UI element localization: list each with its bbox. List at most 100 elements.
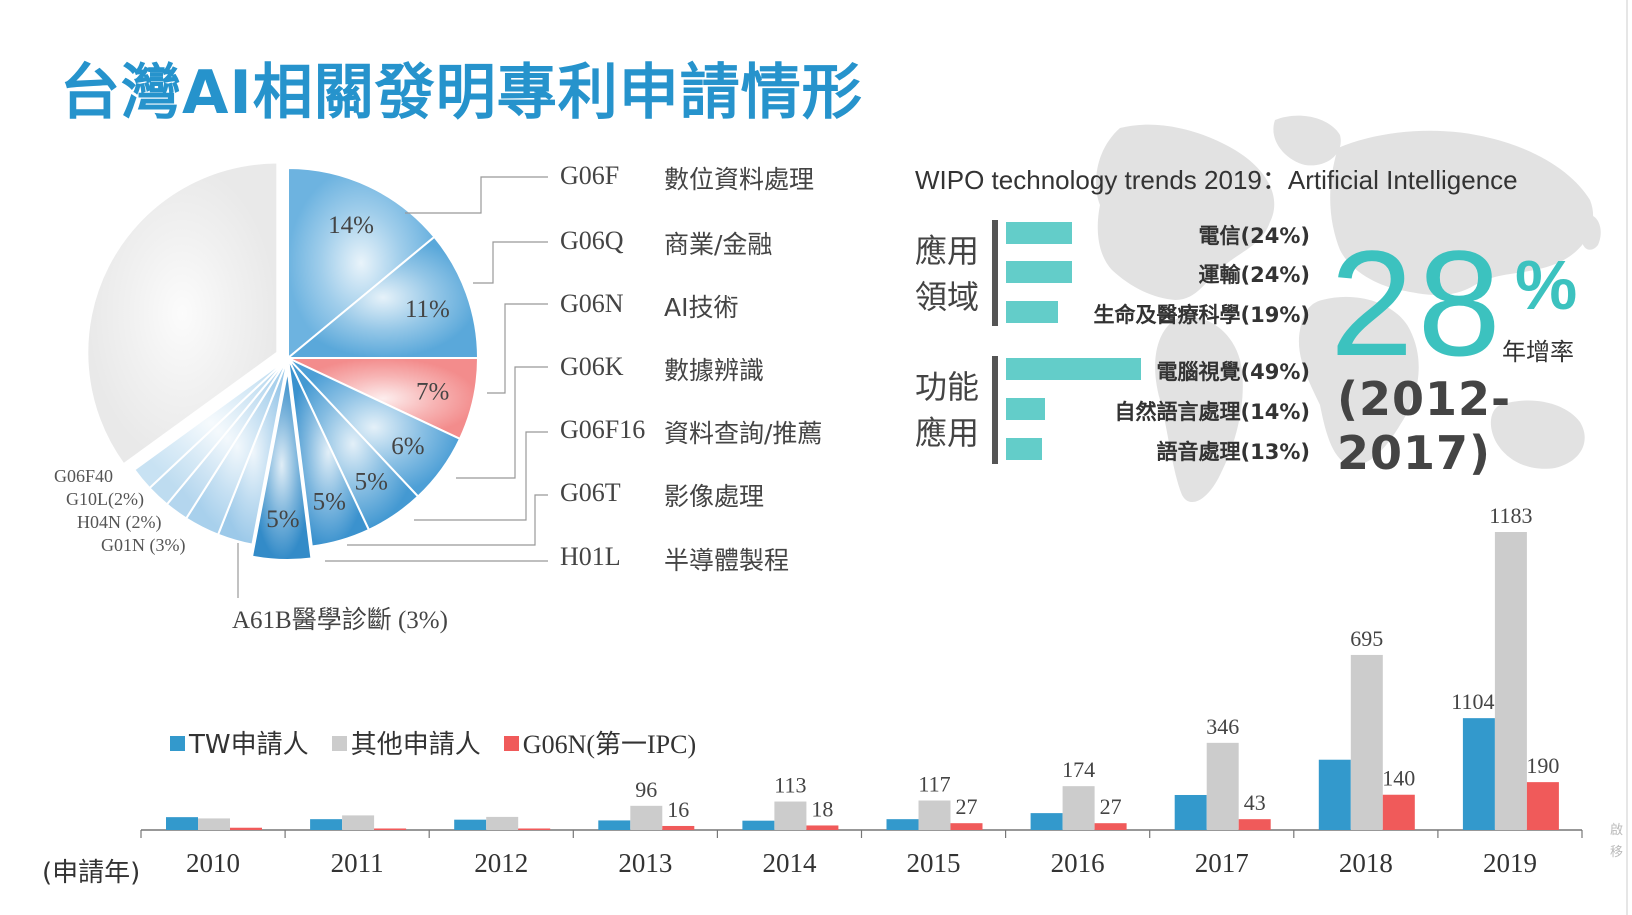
- bar-legend: TW申請人 其他申請人 G06N(第一IPC): [170, 724, 714, 761]
- bar-value-label: 113: [774, 773, 806, 798]
- bar-value-label: 695: [1350, 626, 1383, 651]
- bar-x-ticks: [140, 830, 1583, 838]
- map-south-america: [1155, 316, 1243, 503]
- bar-value-label: 1183: [1489, 503, 1532, 528]
- bar: [806, 825, 839, 830]
- pie-slice-shade: [87, 162, 278, 465]
- bar-value-label: 174: [1062, 757, 1095, 782]
- bar-value-label: 190: [1526, 753, 1559, 778]
- pie-small-label-h04n: H04N (2%): [77, 512, 162, 532]
- bar-category-label: 2019: [1483, 848, 1537, 878]
- side-note: 啟 移: [1610, 820, 1626, 864]
- legend-text-tw: TW申請人: [189, 730, 309, 760]
- pie-slice-shade: [288, 358, 369, 547]
- bar: [630, 805, 663, 830]
- legend-item-g06n: G06N(第一IPC): [503, 724, 697, 761]
- bar-category-label: 2015: [907, 848, 961, 878]
- pie-code-g06k: G06K: [560, 352, 624, 381]
- pie-value-label: 14%: [328, 212, 374, 239]
- leader-line-g06n: [487, 303, 548, 394]
- bar-category-label: 2017: [1195, 848, 1249, 878]
- legend-swatch-tw: [170, 736, 185, 751]
- bar: [886, 819, 919, 830]
- bar-category-label: 2011: [331, 848, 384, 878]
- pie-slice-shade: [252, 369, 312, 560]
- bar-category-label: 2013: [618, 848, 672, 878]
- pie-slices: [86, 161, 480, 561]
- wipo-item-label: 電信(24%): [1198, 224, 1310, 248]
- bar: [1238, 819, 1271, 830]
- map-africa: [1298, 296, 1419, 466]
- pie-value-label: 7%: [416, 378, 449, 405]
- legend-item-other: 其他申請人: [331, 724, 481, 761]
- pie-leader-lines: [237, 176, 548, 598]
- wipo-item-label: 運輸(24%): [1198, 263, 1310, 287]
- group-label-line: 應用: [915, 414, 980, 452]
- pie-name-h01l: 半導體製程: [664, 546, 790, 575]
- pie-label-a61b: A61B醫學診斷 (3%): [232, 607, 448, 634]
- bar-value-label: 140: [1382, 766, 1415, 791]
- wipo-bar: [1006, 398, 1045, 420]
- bar: [1030, 813, 1063, 830]
- pie-slice-shade: [288, 358, 460, 497]
- bar: [342, 815, 375, 830]
- wipo-title: WIPO technology trends 2019：Artificial I…: [915, 165, 1518, 195]
- legend-text-g06n: G06N(第一IPC): [522, 730, 697, 759]
- growth-rate-label: 年增率: [1502, 338, 1574, 366]
- pie-name-g06t: 影像處理: [664, 482, 765, 511]
- pie-code-g06f16: G06F16: [560, 415, 646, 444]
- group-label-line: 應用: [915, 232, 980, 270]
- pie-small-label-g10l: G10L(2%): [66, 489, 144, 509]
- wipo-item-label: 語音處理(13%): [1156, 440, 1310, 464]
- frame-line: [1626, 0, 1628, 915]
- bar: [918, 800, 951, 830]
- pie-name-g06f: 數位資料處理: [664, 165, 815, 194]
- pie-value-label: 11%: [405, 296, 450, 323]
- bar: [518, 828, 551, 830]
- bar-category-label: 2012: [474, 848, 528, 878]
- bar-category-label: 2018: [1339, 848, 1393, 878]
- bar-category-label: 2010: [186, 848, 240, 878]
- wipo-bar: [1006, 438, 1042, 460]
- bar-value-label: 96: [635, 777, 657, 802]
- wipo-bar: [1006, 222, 1072, 244]
- growth-rate-number: 28: [1330, 219, 1505, 387]
- bar-category-label: 2016: [1051, 848, 1105, 878]
- pie-name-g06f16: 資料查詢/推薦: [664, 419, 823, 448]
- pie-code-g06q: G06Q: [560, 226, 624, 255]
- bar: [230, 827, 262, 830]
- group-bracket: [992, 220, 998, 326]
- pie-slice-shade: [166, 358, 288, 519]
- wipo-item-label: 自然語言處理(14%): [1114, 400, 1310, 424]
- pie-name-g06n: AI技術: [664, 293, 739, 322]
- pie-name-g06q: 商業/金融: [664, 230, 773, 259]
- pie-value-label: 6%: [391, 433, 424, 460]
- bar: [198, 818, 230, 830]
- bar: [454, 819, 487, 830]
- side-note-char: 啟: [1610, 823, 1624, 838]
- group-label-application: 應用 領域: [915, 228, 979, 320]
- bar: [1318, 759, 1351, 830]
- bar: [374, 828, 407, 830]
- bar-value-label: 346: [1206, 714, 1239, 739]
- bar: [1206, 742, 1239, 830]
- bar-value-label: 43: [1244, 790, 1266, 815]
- pie-slice-shade: [288, 168, 435, 358]
- bar: [1350, 654, 1383, 830]
- bar-value-label: 1104: [1451, 689, 1494, 714]
- pie-small-label-g06f40: G06F40: [54, 466, 114, 486]
- map-eurasia: [1330, 130, 1594, 295]
- leader-line-g06f: [405, 176, 548, 214]
- bar: [742, 820, 775, 830]
- bar: [1174, 794, 1207, 830]
- pie-slice-shade: [186, 358, 288, 535]
- pie-code-h01l: H01L: [560, 542, 621, 571]
- pie-code-g06t: G06T: [560, 478, 621, 507]
- map-australia: [1490, 400, 1585, 469]
- bar-marks: [166, 532, 1559, 830]
- bar: [486, 816, 519, 830]
- bar: [774, 801, 807, 830]
- bar: [1526, 782, 1559, 830]
- bar-x-axis-label: (申請年): [42, 858, 141, 888]
